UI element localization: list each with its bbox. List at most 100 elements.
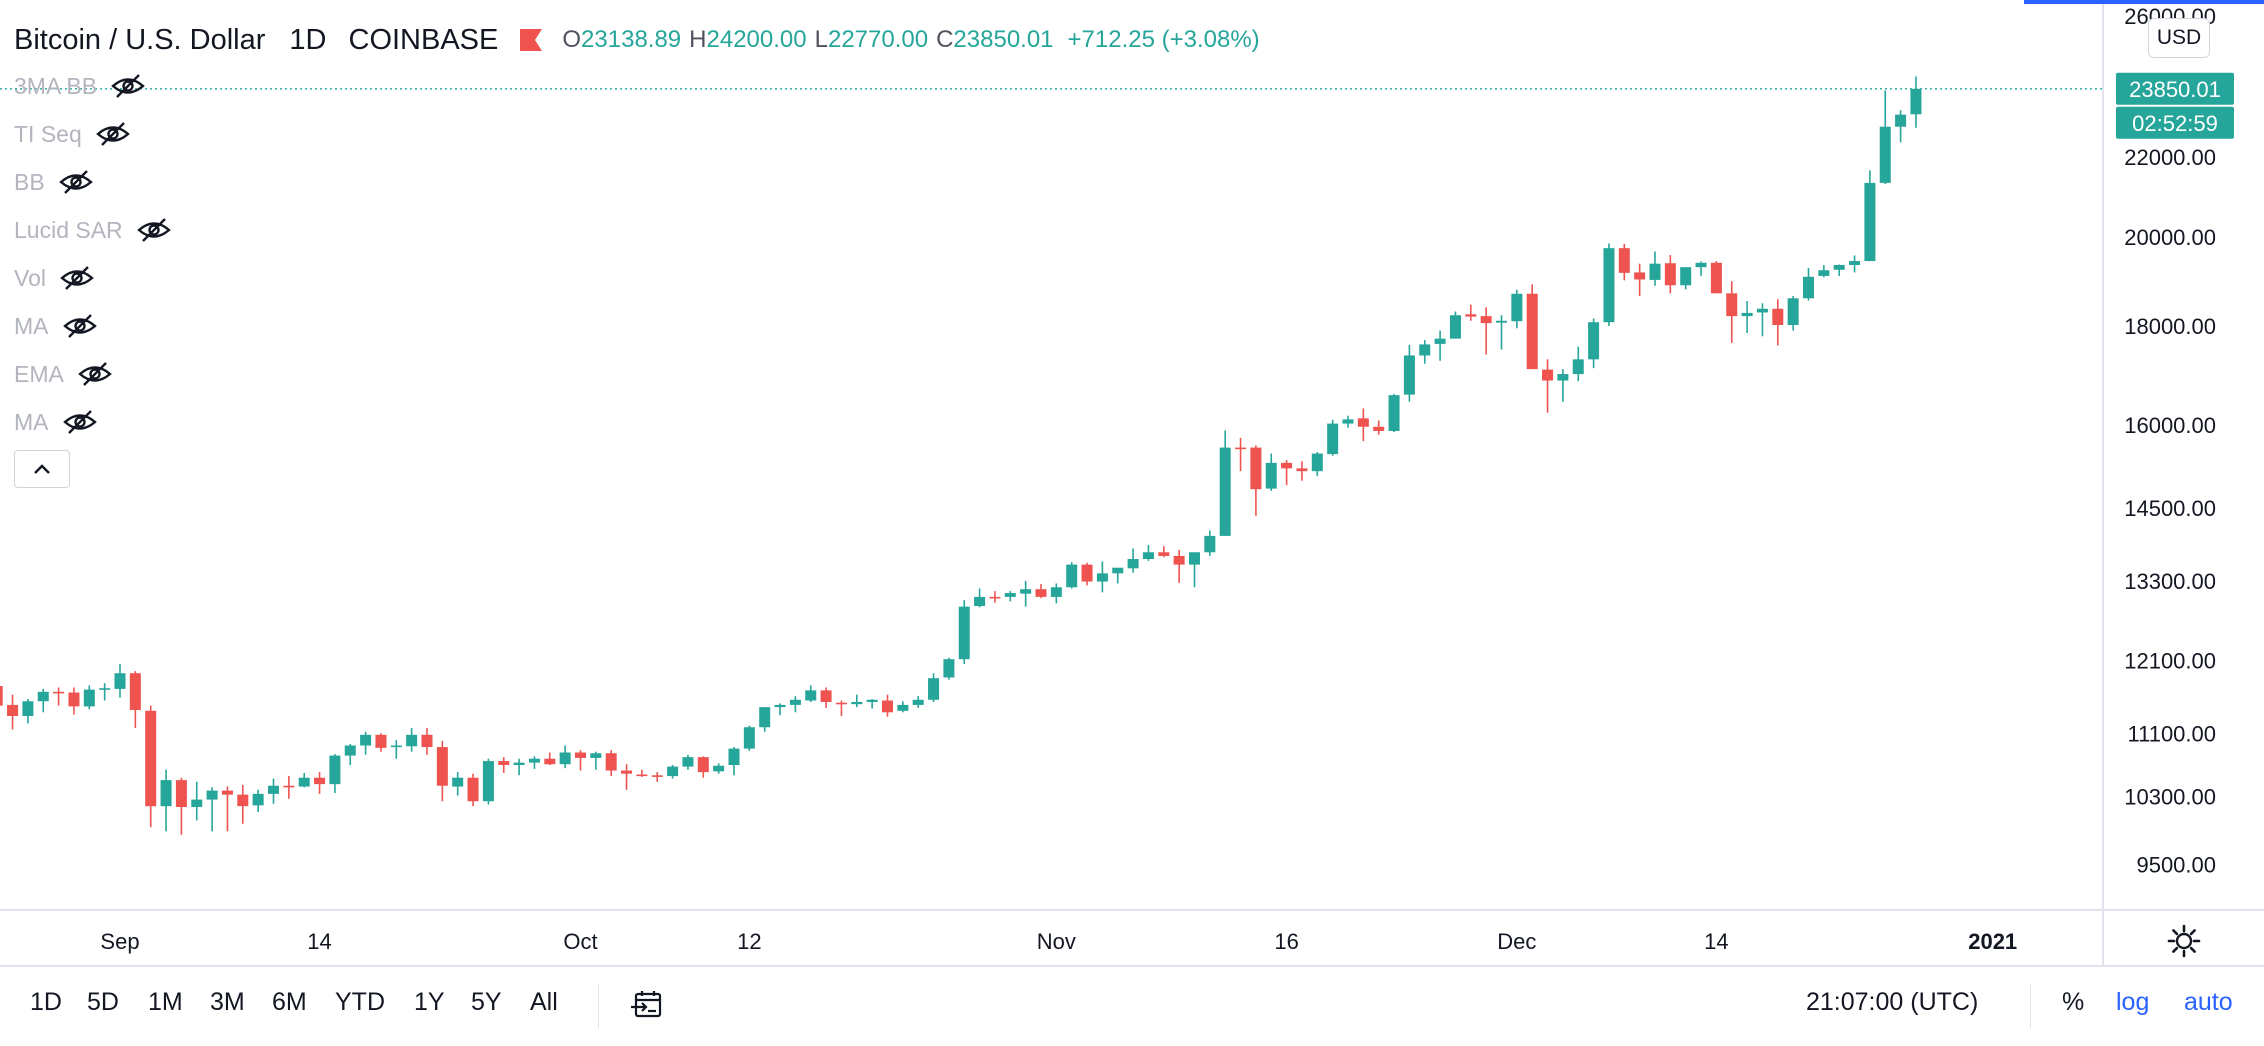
range-5y-button[interactable]: 5Y: [471, 988, 502, 1016]
indicator-row[interactable]: Vol: [14, 260, 94, 296]
candle: [1557, 369, 1569, 402]
candle-body: [805, 690, 817, 701]
chevron-up-icon: [34, 464, 50, 474]
ohlc-open: O23138.89: [562, 26, 682, 53]
candle-body: [1035, 589, 1047, 597]
time-tick-label: Dec: [1497, 929, 1536, 954]
go-to-date-icon[interactable]: [630, 988, 664, 1022]
candle: [1849, 255, 1861, 273]
candle-body: [1296, 468, 1308, 472]
candle-body: [390, 745, 402, 748]
utc-clock[interactable]: 21:07:00 (UTC): [1806, 988, 1979, 1016]
indicator-row[interactable]: EMA: [14, 356, 112, 392]
auto-scale-toggle[interactable]: auto: [2184, 988, 2233, 1016]
toolbar-divider: [598, 984, 599, 1028]
eye-hidden-icon[interactable]: [60, 264, 94, 292]
eye-hidden-icon[interactable]: [136, 216, 171, 244]
candle-body: [590, 753, 602, 758]
range-1m-button[interactable]: 1M: [148, 988, 183, 1016]
bottom-toolbar: 1D 5D 1M 3M 6M YTD 1Y 5Y All 21:07:00 (U…: [0, 966, 2264, 1046]
candle-body: [0, 686, 3, 706]
candle: [1142, 544, 1154, 561]
price-tick-label: 12100.00: [2124, 649, 2216, 674]
ohlc-high: H24200.00: [689, 26, 807, 53]
range-all-button[interactable]: All: [530, 988, 558, 1016]
indicator-row[interactable]: BB: [14, 164, 93, 200]
indicator-row[interactable]: MA: [14, 308, 97, 344]
candle: [1235, 437, 1247, 472]
eye-hidden-icon[interactable]: [111, 72, 145, 100]
range-6m-button[interactable]: 6M: [272, 988, 307, 1016]
candle-body: [1081, 564, 1093, 582]
ohlc-close: C23850.01: [936, 26, 1054, 53]
candle-body: [452, 777, 464, 787]
candle: [298, 772, 310, 788]
collapse-indicators-button[interactable]: [14, 450, 70, 488]
candle: [237, 784, 249, 824]
currency-button[interactable]: USD: [2148, 18, 2210, 58]
candle: [1864, 170, 1876, 262]
candle: [1357, 408, 1369, 442]
candle: [728, 747, 740, 776]
time-axis: Sep 14 Oct 12 Nov 16 Dec 14 2021: [100, 929, 2017, 954]
flag-icon[interactable]: [520, 29, 543, 51]
gear-icon[interactable]: [2165, 922, 2203, 960]
interval-label[interactable]: 1D: [289, 23, 327, 56]
percent-scale-toggle[interactable]: %: [2062, 988, 2085, 1016]
candle: [1803, 268, 1814, 301]
symbol-name[interactable]: Bitcoin / U.S. Dollar: [14, 23, 266, 56]
indicator-row[interactable]: Lucid SAR: [14, 212, 171, 248]
range-1d-button[interactable]: 1D: [30, 988, 62, 1016]
indicator-label: BB: [14, 168, 45, 195]
log-scale-toggle[interactable]: log: [2116, 988, 2150, 1016]
range-1y-button[interactable]: 1Y: [414, 988, 445, 1016]
candle-body: [1112, 567, 1124, 574]
candle-body: [7, 704, 19, 716]
candle: [1373, 420, 1385, 435]
candle-body: [83, 689, 95, 707]
candle-body: [1833, 264, 1845, 270]
candle: [789, 696, 801, 713]
time-tick-label: 2021: [1968, 929, 2017, 954]
range-3m-button[interactable]: 3M: [210, 988, 245, 1016]
candle: [191, 781, 203, 821]
candle-body: [1449, 315, 1461, 339]
candle-body: [1342, 419, 1354, 424]
range-5d-button[interactable]: 5D: [87, 988, 119, 1016]
candle-body: [1526, 293, 1538, 370]
candle-body: [651, 775, 663, 777]
candle-body: [1649, 263, 1661, 280]
eye-hidden-icon[interactable]: [58, 168, 93, 196]
indicator-row[interactable]: TI Seq: [14, 116, 130, 152]
candle: [882, 694, 893, 717]
eye-hidden-icon[interactable]: [62, 408, 97, 436]
candle: [1480, 307, 1492, 355]
candle: [928, 673, 940, 702]
candle: [1833, 264, 1845, 276]
candle: [820, 687, 832, 708]
range-ytd-button[interactable]: YTD: [335, 988, 385, 1016]
candle-body: [498, 761, 510, 765]
eye-hidden-icon[interactable]: [78, 360, 112, 388]
candle-body: [1634, 272, 1646, 280]
price-tick-label: 16000.00: [2124, 413, 2216, 438]
candle: [575, 750, 586, 771]
eye-hidden-icon[interactable]: [62, 312, 97, 340]
candle-body: [175, 780, 187, 808]
eye-hidden-icon[interactable]: [95, 120, 130, 148]
indicator-row[interactable]: 3MA BB: [14, 68, 145, 104]
candle: [436, 740, 448, 802]
candle: [912, 696, 924, 708]
candle: [1327, 419, 1339, 456]
candle: [1710, 261, 1722, 294]
candle: [1204, 530, 1216, 556]
indicator-row[interactable]: MA: [14, 404, 97, 440]
time-tick-label: Oct: [563, 929, 597, 954]
candle-body: [344, 745, 356, 756]
candle: [1081, 562, 1093, 586]
candle-body: [1158, 552, 1170, 556]
candle-body: [1756, 308, 1768, 313]
candle: [943, 657, 955, 680]
candle: [1189, 552, 1200, 588]
